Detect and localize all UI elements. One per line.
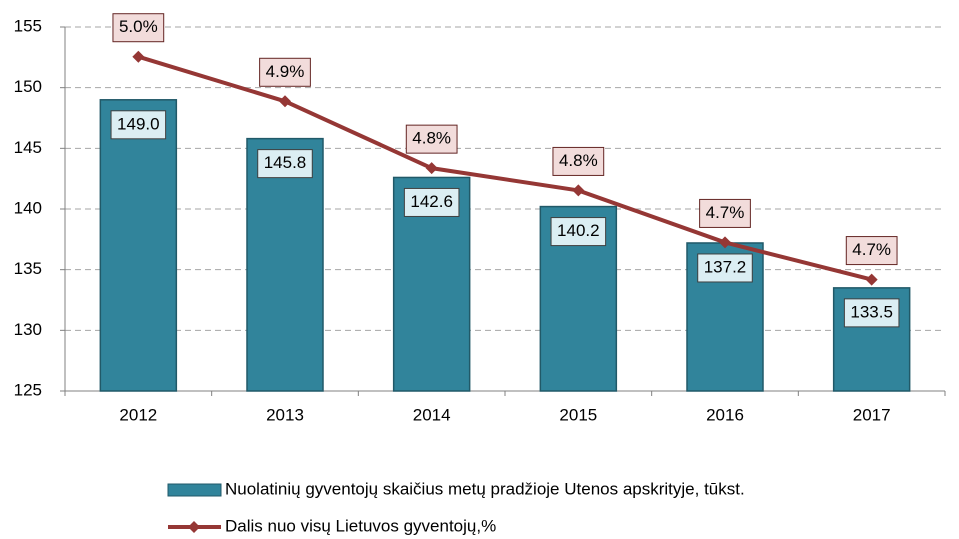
- x-tick-label: 2012: [119, 405, 157, 424]
- bar: [246, 137, 324, 392]
- line-value-label: 4.7%: [706, 203, 745, 222]
- bar-value-label-box: [550, 217, 607, 247]
- line-value-label: 4.8%: [559, 151, 598, 170]
- line-marker: [719, 236, 731, 249]
- line-value-label-box: [112, 13, 165, 43]
- bar-value-label: 145.8: [264, 153, 307, 172]
- y-tick-label: 155: [14, 16, 42, 35]
- y-tick-label: 150: [14, 77, 42, 96]
- x-tick-label: 2017: [853, 405, 891, 424]
- y-tick-label: 130: [14, 320, 42, 339]
- bar-value-label: 137.2: [704, 257, 747, 276]
- bar-value-label-box: [403, 187, 460, 217]
- bar-value-label: 140.2: [557, 221, 600, 240]
- x-tick-label: 2013: [266, 405, 304, 424]
- legend-marker: [188, 521, 200, 533]
- bar-value-label-box: [110, 110, 167, 140]
- line-value-label: 4.7%: [852, 240, 891, 259]
- x-tick-label: 2016: [706, 405, 744, 424]
- legend-swatch: [167, 483, 222, 497]
- x-tick-label: 2014: [413, 405, 451, 424]
- bar: [99, 99, 178, 392]
- bar-value-label: 133.5: [850, 302, 893, 321]
- line: [137, 54, 873, 282]
- y-tick-label: 135: [14, 259, 42, 278]
- legend-label: Nuolatinių gyventojų skaičius metų pradž…: [225, 479, 745, 498]
- y-tick-label: 125: [14, 380, 42, 399]
- line-marker: [572, 184, 585, 197]
- line-value-label-box: [259, 57, 311, 87]
- bar-value-label-box: [697, 253, 753, 283]
- line-value-label: 4.9%: [266, 62, 305, 81]
- line-marker: [865, 273, 878, 286]
- line-marker: [279, 95, 291, 108]
- line-value-label: 5.0%: [119, 17, 158, 36]
- line-value-label-box: [699, 198, 751, 228]
- line-value-label: 4.8%: [412, 129, 451, 148]
- line-value-label-box: [405, 124, 458, 154]
- line-marker: [132, 50, 145, 63]
- bar-value-label: 149.0: [117, 114, 160, 133]
- bar-value-label-box: [257, 149, 313, 179]
- y-tick-label: 140: [14, 198, 42, 217]
- line-value-label-box: [552, 146, 605, 176]
- legend-label: Dalis nuo visų Lietuvos gyventojų,%: [225, 516, 496, 535]
- bar-value-label-box: [843, 298, 900, 328]
- x-tick-label: 2015: [559, 405, 597, 424]
- y-tick-label: 145: [14, 138, 42, 157]
- bar-value-label: 142.6: [410, 192, 453, 211]
- line-value-label-box: [845, 236, 898, 266]
- line-marker: [425, 162, 438, 175]
